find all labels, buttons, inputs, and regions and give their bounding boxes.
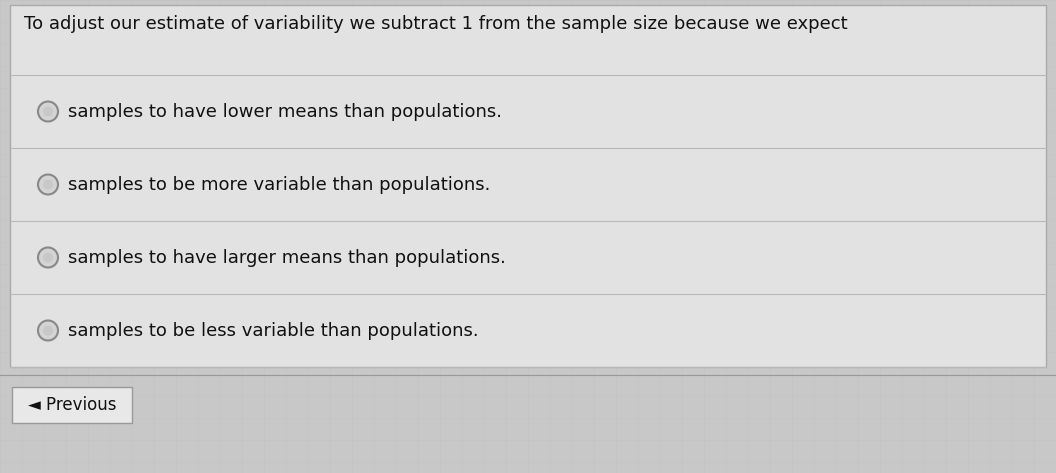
Circle shape xyxy=(38,175,58,194)
Text: samples to be more variable than populations.: samples to be more variable than populat… xyxy=(68,175,490,193)
Circle shape xyxy=(38,247,58,268)
Text: To adjust our estimate of variability we subtract 1 from the sample size because: To adjust our estimate of variability we… xyxy=(24,15,848,33)
Text: samples to be less variable than populations.: samples to be less variable than populat… xyxy=(68,322,478,340)
FancyBboxPatch shape xyxy=(12,387,132,423)
Circle shape xyxy=(43,179,53,190)
FancyBboxPatch shape xyxy=(10,5,1046,367)
Circle shape xyxy=(43,253,53,263)
Text: samples to have lower means than populations.: samples to have lower means than populat… xyxy=(68,103,502,121)
Circle shape xyxy=(38,102,58,122)
Text: samples to have larger means than populations.: samples to have larger means than popula… xyxy=(68,248,506,266)
Circle shape xyxy=(43,325,53,335)
Circle shape xyxy=(43,106,53,116)
Circle shape xyxy=(38,321,58,341)
Text: ◄ Previous: ◄ Previous xyxy=(27,396,116,414)
